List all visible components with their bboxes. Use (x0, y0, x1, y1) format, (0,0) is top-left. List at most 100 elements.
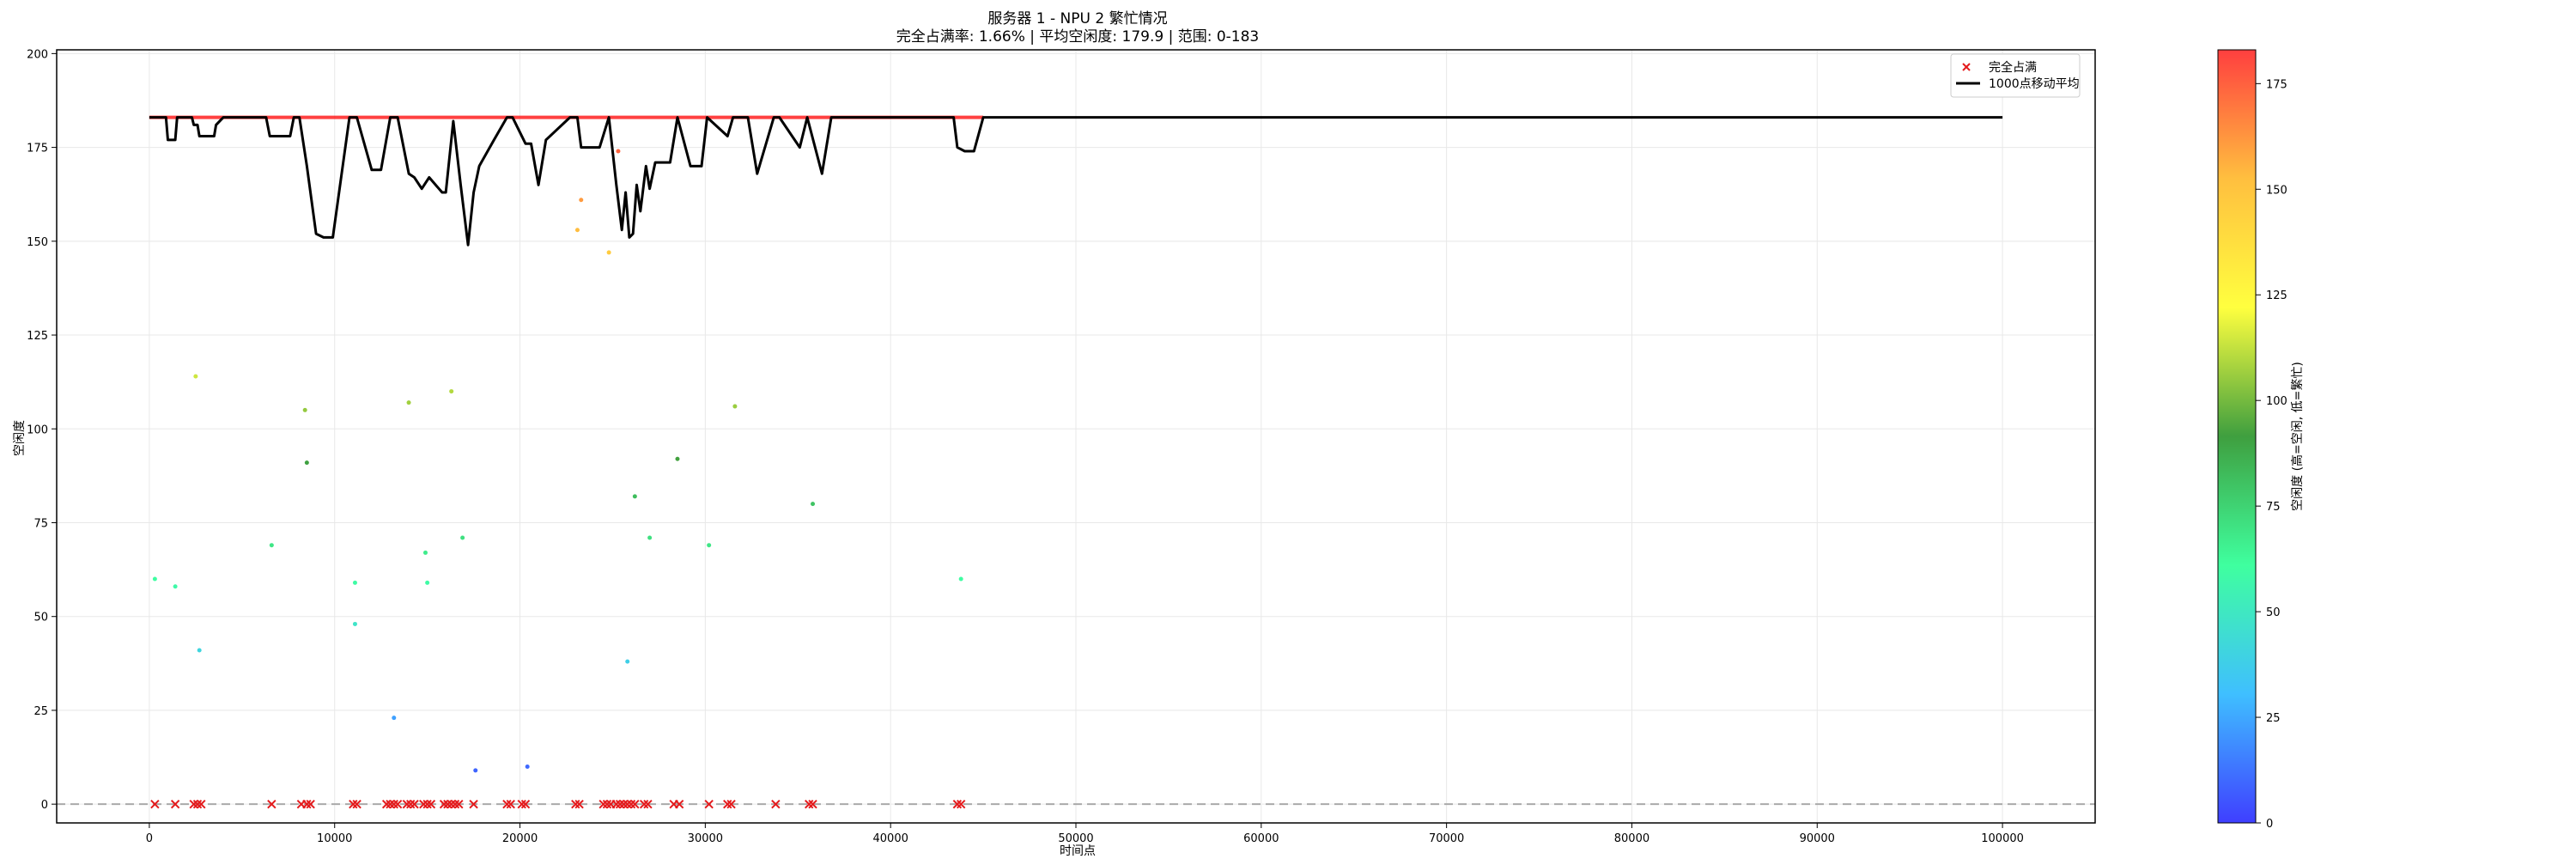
colorbar-tick-label: 150 (2266, 184, 2287, 197)
fully-occupied-marker (639, 799, 649, 809)
fully-occupied-marker (410, 799, 419, 809)
colorbar-tick-label: 0 (2266, 818, 2273, 831)
fully-occupied-marker (611, 799, 621, 809)
x-tick-label: 60000 (1243, 832, 1279, 845)
x-tick-label: 10000 (317, 832, 352, 845)
fully-occupied-marker (150, 799, 160, 809)
y-tick-label: 0 (41, 799, 48, 812)
data-point (958, 576, 963, 582)
data-point (193, 374, 198, 379)
fully-occupied-marker (197, 799, 206, 809)
chart-subtitle: 完全占满率: 1.66% | 平均空闲度: 179.9 | 范围: 0-183 (896, 28, 1260, 46)
fully-occupied-marker (952, 799, 963, 809)
fully-occupied-marker (502, 799, 512, 809)
fully-occupied-marker (630, 799, 640, 809)
data-point (352, 580, 357, 585)
y-tick-label: 25 (33, 705, 48, 718)
x-tick-label: 50000 (1058, 832, 1093, 845)
legend-box (1950, 53, 2081, 98)
data-point (152, 576, 157, 582)
fully-occupied-marker (619, 799, 629, 809)
plot-area: 0 10000 20000 30000 40000 50000 60000 70000 8000… (27, 48, 2096, 845)
fully-occupied-marker (454, 799, 464, 809)
data-point (406, 400, 411, 405)
colorbar-ticks: 0 25 50 75 100 125 150 175 (2256, 78, 2287, 831)
fully-occupied-marker (267, 799, 276, 809)
fully-occupied-marker (506, 799, 515, 809)
x-tick-label: 70000 (1429, 832, 1464, 845)
y-axis-label: 空闲度 (13, 420, 27, 456)
fully-occupied-marker (386, 799, 395, 809)
y-tick-label: 100 (27, 423, 48, 436)
fully-occupied-marker (381, 799, 392, 809)
data-point (460, 535, 465, 540)
data-point (173, 584, 178, 589)
data-point (473, 768, 478, 773)
fully-occupied-marker (574, 799, 584, 809)
fully-occupied-marker (626, 799, 636, 809)
colorbar-tick-label: 25 (2266, 712, 2281, 725)
fully-occupied-marker (520, 799, 531, 809)
fully-occupied-marker (447, 799, 456, 809)
colorbar-gradient (2217, 49, 2257, 824)
fully-occupied-marker (469, 799, 478, 809)
y-tick-label: 200 (27, 48, 48, 61)
fully-occupied-marker (615, 799, 625, 809)
chart-title: 服务器 1 - NPU 2 繁忙情况 (987, 10, 1167, 27)
y-tick-label: 75 (33, 517, 48, 530)
data-point (574, 228, 580, 233)
fully-occupied-marker (426, 799, 436, 809)
fully-occupied-marker (302, 799, 312, 809)
fully-occupied-marker (439, 799, 449, 809)
fully-occupied-marker (805, 799, 814, 809)
x-tick-label: 0 (146, 832, 153, 845)
legend-label-moving-average: 1000点移动平均 (1989, 77, 2080, 91)
fully-occupied-marker (422, 799, 432, 809)
fully-occupied-marker (192, 799, 203, 809)
data-point (625, 659, 630, 664)
data-point (707, 543, 712, 548)
x-tick-label: 20000 (502, 832, 538, 845)
x-tick-label: 80000 (1614, 832, 1649, 845)
fully-occupied-marker (189, 799, 198, 809)
fully-occupied-marker (704, 799, 714, 809)
data-point (197, 648, 202, 653)
x-tick-label: 100000 (1981, 832, 2024, 845)
fully-occupied-marker (808, 799, 817, 809)
y-tick-label: 125 (27, 330, 48, 343)
fully-occupied-marker (450, 799, 460, 809)
moving-average-line (149, 116, 2003, 247)
fully-occupied-marker (306, 799, 315, 809)
data-point (422, 550, 428, 555)
fully-occupied-marker (956, 799, 966, 809)
x-axis-label: 时间点 (1060, 844, 1096, 858)
data-point (449, 389, 454, 394)
colorbar-tick-label: 175 (2266, 78, 2287, 91)
fully-occupied-marker (602, 799, 612, 809)
fully-occupied-marker (443, 799, 453, 809)
colorbar-tick-label: 50 (2266, 606, 2281, 619)
x-tick-label: 40000 (873, 832, 908, 845)
data-point (647, 535, 653, 540)
fully-occupied-marker (349, 799, 358, 809)
data-point (425, 580, 430, 585)
data-point (606, 250, 611, 255)
legend: 完全占满 1000点移动平均 (1950, 53, 2081, 98)
fully-occupied-marker (726, 799, 736, 809)
fully-occupied-marker (170, 799, 180, 809)
fully-occupied-marker (406, 799, 416, 809)
y-tick-label: 50 (33, 612, 48, 624)
legend-marker-fully-occupied (1962, 63, 1971, 71)
fully-occupied-marker (389, 799, 398, 809)
fully-occupied-marker (352, 799, 361, 809)
data-point (579, 198, 584, 203)
fully-occupied-marker (674, 799, 684, 809)
fully-occupied-marker (723, 799, 732, 809)
x-tick-label: 90000 (1800, 832, 1835, 845)
data-point (302, 407, 307, 412)
data-point (732, 404, 738, 409)
fully-occupied-marker (771, 799, 781, 809)
colorbar-tick-label: 100 (2266, 395, 2287, 408)
x-tick-label: 30000 (688, 832, 723, 845)
